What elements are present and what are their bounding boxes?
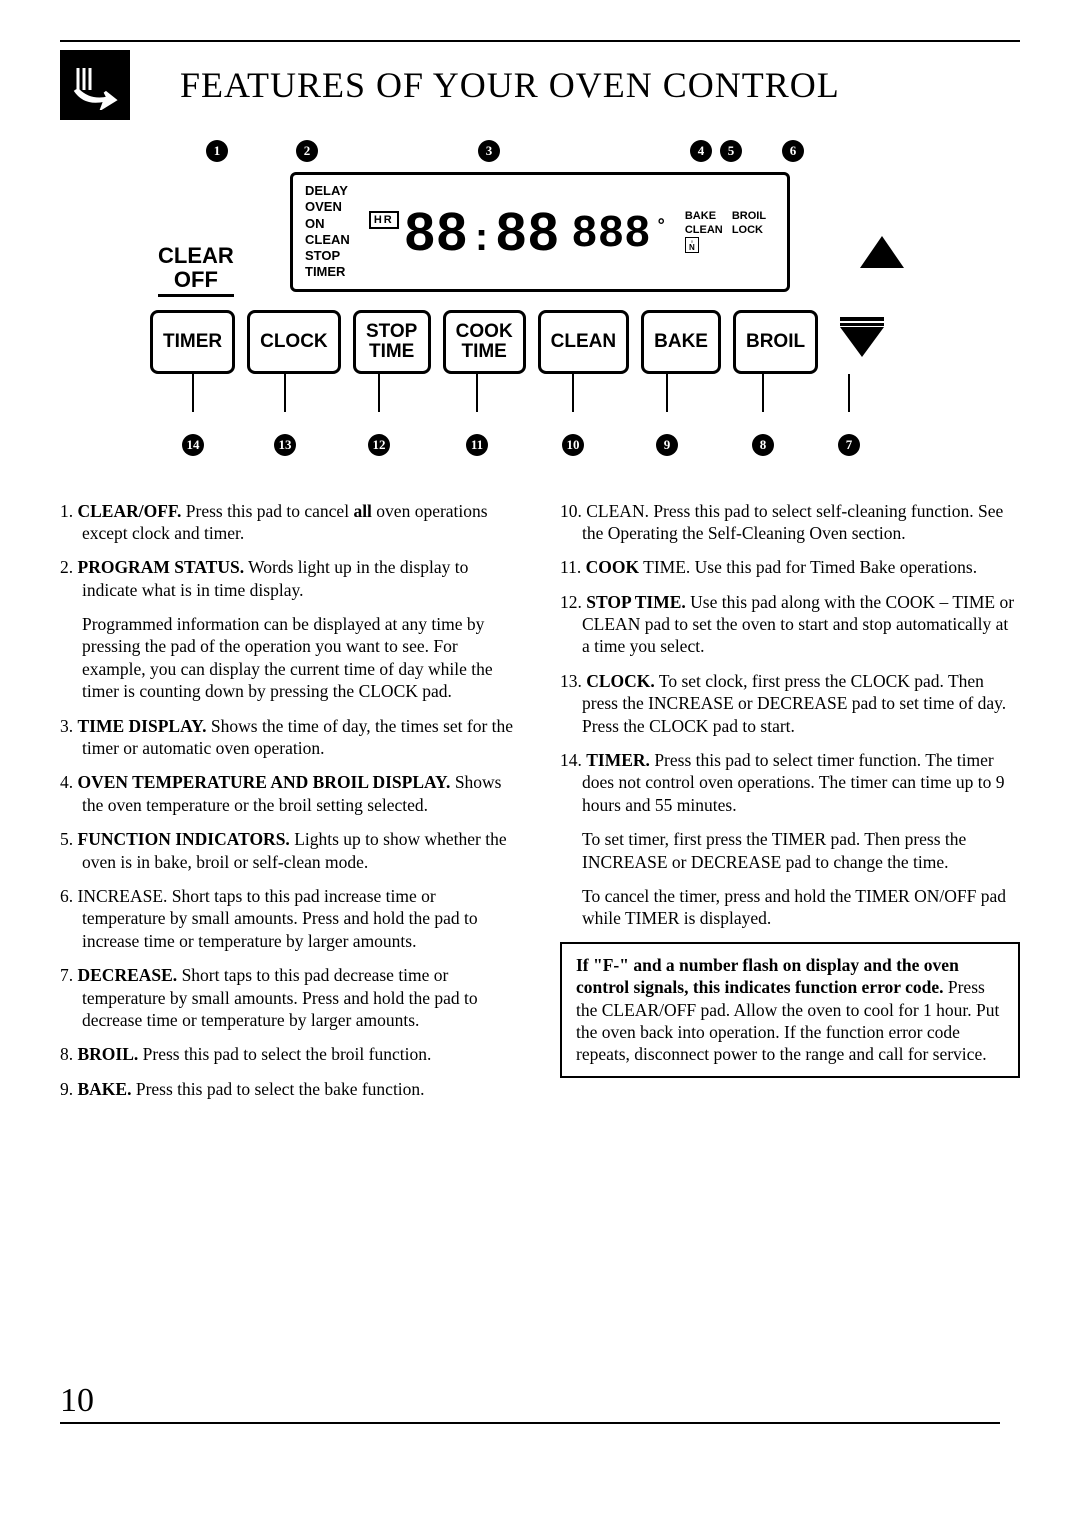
callout-7: 7 <box>838 434 860 456</box>
feature-sub: To cancel the timer, press and hold the … <box>582 885 1020 930</box>
left-column: 1. CLEAR/OFF. Press this pad to cancel a… <box>60 500 520 1113</box>
callout-13: 13 <box>274 434 296 456</box>
callout-11: 11 <box>466 434 488 456</box>
increase-arrow-icon <box>860 236 904 268</box>
function-indicators: BAKECLEAN BROILLOCK ◦N <box>685 209 775 255</box>
page-header: FEATURES OF YOUR OVEN CONTROL <box>60 40 1020 120</box>
callout-1: 1 <box>206 140 228 162</box>
feature-item: 13. CLOCK. To set clock, first press the… <box>560 670 1020 737</box>
status-words: DELAYOVEN ONCLEANSTOPTIMER <box>305 183 357 281</box>
feature-sub: Programmed information can be displayed … <box>82 613 520 703</box>
feature-item: 6. INCREASE. Short taps to this pad incr… <box>60 885 520 952</box>
feature-item: 4. OVEN TEMPERATURE AND BROIL DISPLAY. S… <box>60 771 520 816</box>
pad-broil: BROIL <box>733 310 818 374</box>
hr-badge: HR <box>369 211 399 229</box>
page-number: 10 <box>60 1382 1000 1424</box>
display-panel: DELAYOVEN ONCLEANSTOPTIMER HR 88 : 88 88… <box>290 172 790 292</box>
decrease-arrow-icon <box>830 310 894 374</box>
callout-2: 2 <box>296 140 318 162</box>
feature-item: 2. PROGRAM STATUS. Words light up in the… <box>60 556 520 601</box>
callout-3: 3 <box>478 140 500 162</box>
control-diagram: 123456 CLEAR OFF DELAYOVEN ONCLEANSTOPTI… <box>150 140 930 460</box>
feature-item: 10. CLEAN. Press this pad to select self… <box>560 500 1020 545</box>
logo-icon <box>60 50 130 120</box>
pad-bake: BAKE <box>641 310 721 374</box>
right-column: 10. CLEAN. Press this pad to select self… <box>560 500 1020 1113</box>
pad-cook-time: COOKTIME <box>443 310 526 374</box>
callout-10: 10 <box>562 434 584 456</box>
lock-icon: ◦N <box>685 237 699 253</box>
callout-9: 9 <box>656 434 678 456</box>
callout-8: 8 <box>752 434 774 456</box>
clear-off-label: CLEAR OFF <box>158 244 234 297</box>
pad-clock: CLOCK <box>247 310 341 374</box>
feature-item: 8. BROIL. Press this pad to select the b… <box>60 1043 520 1065</box>
page-title: FEATURES OF YOUR OVEN CONTROL <box>180 64 840 106</box>
error-code-box: If "F-" and a number flash on display an… <box>560 942 1020 1078</box>
feature-item: 1. CLEAR/OFF. Press this pad to cancel a… <box>60 500 520 545</box>
bottom-leaders <box>150 374 930 434</box>
bottom-callouts: 14 13 12 11 10 9 8 7 <box>150 434 930 460</box>
feature-item: 3. TIME DISPLAY. Shows the time of day, … <box>60 715 520 760</box>
pad-stop-time: STOPTIME <box>353 310 431 374</box>
pad-timer: TIMER <box>150 310 235 374</box>
callout-6: 6 <box>782 140 804 162</box>
button-row: TIMERCLOCKSTOPTIMECOOKTIMECLEANBAKEBROIL <box>150 310 930 374</box>
feature-sub: To set timer, first press the TIMER pad.… <box>582 828 1020 873</box>
feature-item: 14. TIMER. Press this pad to select time… <box>560 749 1020 816</box>
feature-item: 12. STOP TIME. Use this pad along with t… <box>560 591 1020 658</box>
feature-columns: 1. CLEAR/OFF. Press this pad to cancel a… <box>60 500 1020 1113</box>
feature-item: 9. BAKE. Press this pad to select the ba… <box>60 1078 520 1100</box>
callout-14: 14 <box>182 434 204 456</box>
degree-icon: ° <box>658 215 667 236</box>
feature-item: 5. FUNCTION INDICATORS. Lights up to sho… <box>60 828 520 873</box>
time-display: HR 88 : 88 <box>369 201 560 263</box>
callout-12: 12 <box>368 434 390 456</box>
temp-display: 888 ° <box>572 207 667 257</box>
feature-item: 7. DECREASE. Short taps to this pad decr… <box>60 964 520 1031</box>
callout-5: 5 <box>720 140 742 162</box>
feature-item: 11. COOK TIME. Use this pad for Timed Ba… <box>560 556 1020 578</box>
pad-clean: CLEAN <box>538 310 629 374</box>
callout-4: 4 <box>690 140 712 162</box>
top-callouts: 1 2 3 45 6 <box>150 140 930 166</box>
